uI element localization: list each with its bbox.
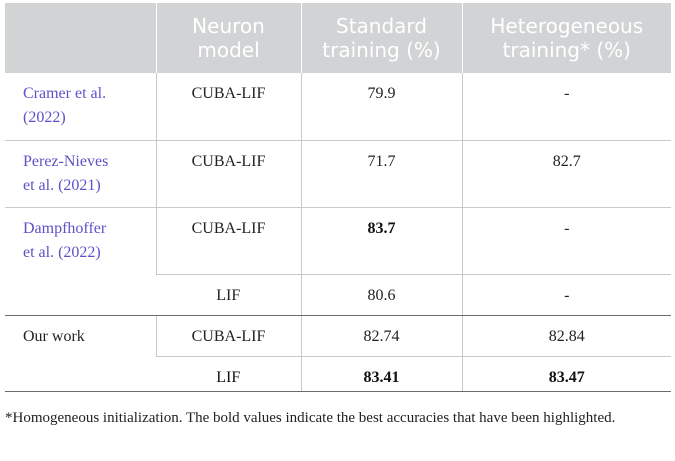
table-row: LIF 80.6 - (5, 274, 671, 316)
neuron-model-cell: LIF (156, 356, 301, 392)
table-row: Dampfhoffer et al. (2022) CUBA-LIF 83.7 … (5, 207, 671, 316)
study-name-line1: Our work (23, 327, 85, 345)
header-study (5, 3, 156, 73)
study-cell[interactable]: Dampfhoffer et al. (2022) (5, 207, 156, 316)
study-cell: Our work (5, 315, 156, 392)
table-row: Perez-Nieves et al. (2021) CUBA-LIF 71.7… (5, 140, 671, 208)
study-cell[interactable]: Perez-Nieves et al. (2021) (5, 140, 156, 208)
study-name-line2: et al. (2022) (23, 243, 101, 261)
table-row: Cramer et al. (2022) CUBA-LIF 79.9 - (5, 73, 671, 141)
standard-training-cell: 82.74 (300, 315, 462, 357)
table-row: LIF 83.41 83.47 (5, 356, 671, 392)
standard-training-cell-best: 83.41 (300, 356, 462, 392)
neuron-model-cell: CUBA-LIF (155, 140, 301, 208)
study-name-line1: Perez-Nieves (23, 152, 109, 170)
heterogeneous-training-cell-best: 83.47 (461, 356, 671, 392)
neuron-model-cell: CUBA-LIF (155, 207, 301, 275)
neuron-model-cell: CUBA-LIF (155, 73, 301, 141)
neuron-model-cell: LIF (156, 274, 301, 316)
table-row: Our work CUBA-LIF 82.74 82.84 (5, 315, 671, 392)
study-name-line2: et al. (2021) (23, 176, 101, 194)
header-heterogeneous-training: Heterogeneous training* (%) (461, 3, 671, 73)
standard-training-cell: 80.6 (300, 274, 462, 316)
neuron-model-cell: CUBA-LIF (155, 315, 301, 357)
study-cell[interactable]: Cramer et al. (2022) (5, 73, 156, 141)
heterogeneous-training-cell: - (461, 73, 671, 141)
study-name-line1: Cramer et al. (23, 85, 107, 102)
heterogeneous-training-cell: - (461, 207, 671, 275)
standard-training-cell-best: 83.7 (300, 207, 462, 275)
study-name-line1: Dampfhoffer (23, 219, 107, 237)
header-standard-training: Standard training (%) (300, 3, 462, 73)
heterogeneous-training-cell: 82.7 (461, 140, 671, 208)
header-neuron-model: Neuron model (155, 3, 301, 73)
heterogeneous-training-cell: - (461, 274, 671, 316)
header-row: Neuron model Standard training (%) Heter… (5, 3, 671, 73)
results-table: Neuron model Standard training (%) Heter… (5, 3, 671, 392)
study-name-line2: (2022) (23, 109, 66, 126)
table-footnote: *Homogeneous initialization. The bold va… (5, 410, 616, 426)
standard-training-cell: 71.7 (300, 140, 462, 208)
heterogeneous-training-cell: 82.84 (461, 315, 671, 357)
standard-training-cell: 79.9 (300, 73, 462, 141)
